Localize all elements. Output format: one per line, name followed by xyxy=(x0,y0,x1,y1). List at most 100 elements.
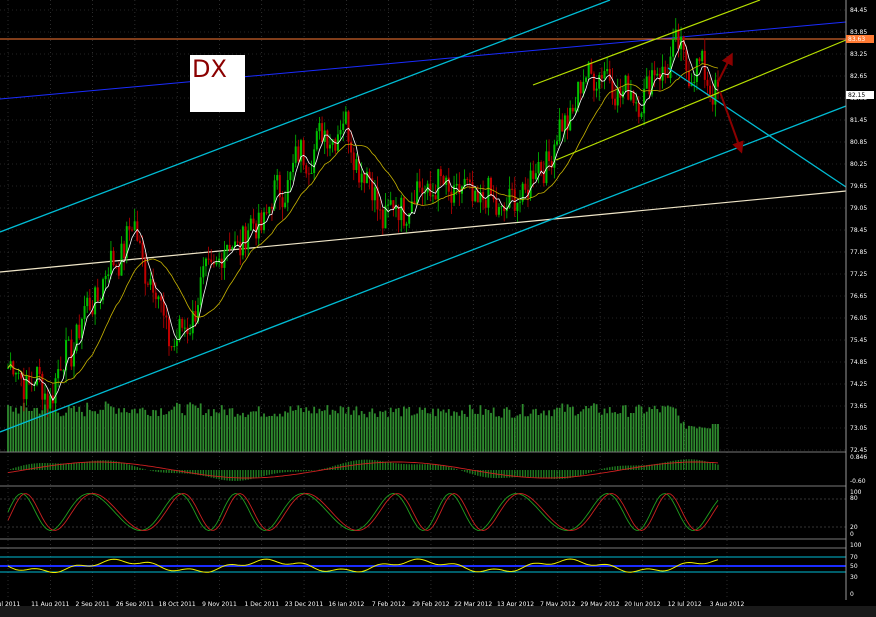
candle-body xyxy=(450,191,453,203)
candle-body xyxy=(381,209,384,229)
volume-bar xyxy=(432,408,434,452)
candle-body xyxy=(355,159,358,171)
stoch-k-line xyxy=(7,493,719,531)
candle-body xyxy=(368,171,371,179)
volume-bar xyxy=(128,413,131,452)
price-tick-label: 73.05 xyxy=(850,425,867,432)
volume-bar xyxy=(194,405,197,452)
candle-body xyxy=(717,79,719,87)
candle-body xyxy=(263,212,266,231)
volume-bar xyxy=(709,428,711,452)
candle-body xyxy=(500,205,503,207)
date-tick-label: 26 Sep 2011 xyxy=(116,601,154,608)
candle-body xyxy=(537,161,540,174)
candle-body xyxy=(614,98,617,106)
candle-body xyxy=(656,73,659,76)
candle-body xyxy=(141,242,144,259)
candle-body xyxy=(326,130,329,149)
candle-body xyxy=(434,195,437,200)
volume-bar xyxy=(571,406,574,452)
grid xyxy=(0,0,846,600)
price-tag-label: 83.63 xyxy=(848,36,865,43)
candle-body xyxy=(297,146,300,162)
candle-body xyxy=(629,91,632,100)
volume-bar xyxy=(326,405,329,452)
date-tick-label: 2 Sep 2011 xyxy=(75,601,109,608)
volume-bar xyxy=(157,416,160,452)
volume-bar xyxy=(81,411,83,452)
candle-body xyxy=(334,139,337,151)
volume-bar xyxy=(234,416,236,452)
volume-bar xyxy=(131,409,133,452)
volume-bar xyxy=(585,405,587,452)
volume-bar xyxy=(661,405,664,452)
volume-bar xyxy=(65,412,67,452)
volume-bar xyxy=(218,413,221,452)
candle-body xyxy=(585,77,588,82)
channel-lines xyxy=(0,0,847,433)
candle-body xyxy=(600,75,603,79)
candle-body xyxy=(511,188,514,190)
candle-body xyxy=(315,131,318,150)
candle-body xyxy=(397,206,400,221)
volume-bar xyxy=(416,413,419,452)
volume-bar xyxy=(461,410,463,452)
volume-bar xyxy=(558,407,561,452)
candle-body xyxy=(17,372,20,374)
volume-bar xyxy=(162,414,165,452)
candle-body xyxy=(38,367,41,374)
candle-body xyxy=(621,91,624,98)
price-tags: 83.63 82.15 xyxy=(846,35,874,99)
volume-bar xyxy=(318,408,321,452)
date-tick-label: 11 Aug 2011 xyxy=(31,601,70,608)
price-tick-label: 81.45 xyxy=(850,117,867,124)
rsi-tick-label: 70 xyxy=(850,554,858,561)
volume-bar xyxy=(46,408,49,452)
volume-bar xyxy=(492,407,495,452)
volume-bar xyxy=(242,412,244,452)
volume-bar xyxy=(255,411,258,452)
volume-bar xyxy=(455,412,458,452)
volume-bar xyxy=(693,426,696,452)
candle-body xyxy=(331,139,334,145)
candle-body xyxy=(20,372,23,379)
projection-arrows xyxy=(717,52,744,154)
volume-bar xyxy=(331,409,334,452)
volume-bar xyxy=(598,412,601,452)
volume-bar xyxy=(703,427,706,452)
volume-bar xyxy=(297,405,300,452)
candle-body xyxy=(606,69,609,72)
volume-bar xyxy=(550,416,553,452)
volume-bar xyxy=(73,406,75,452)
candle-body xyxy=(7,367,9,369)
candle-body xyxy=(693,81,696,83)
candle-body xyxy=(521,183,524,202)
volume-bar xyxy=(352,410,355,452)
candle-body xyxy=(677,29,680,50)
candle-body xyxy=(241,226,244,256)
candle-body xyxy=(202,266,205,278)
candle-body xyxy=(342,123,345,130)
volume-bar xyxy=(149,416,152,452)
volume-bar xyxy=(139,408,141,452)
candle-body xyxy=(302,140,305,166)
volume-bar xyxy=(168,411,170,452)
volume-bar xyxy=(51,410,54,452)
candle-body xyxy=(173,345,176,347)
volume-bar xyxy=(619,413,622,452)
date-tick-label: 16 Jan 2012 xyxy=(328,601,364,608)
date-tick-label: Jul 2011 xyxy=(0,601,20,608)
volume-bar xyxy=(212,409,215,452)
volume-bar xyxy=(33,408,36,452)
volume-bar xyxy=(323,410,326,452)
candle-body xyxy=(102,279,105,301)
price-tick-label: 74.25 xyxy=(850,381,867,388)
volume-bar xyxy=(426,413,429,452)
candle-body xyxy=(183,327,186,329)
volume-bar xyxy=(395,408,397,452)
candle-body xyxy=(94,287,97,315)
volume-bar xyxy=(611,412,614,452)
volume-bar xyxy=(582,409,585,452)
candle-body xyxy=(616,87,619,106)
candle-body xyxy=(627,75,630,100)
